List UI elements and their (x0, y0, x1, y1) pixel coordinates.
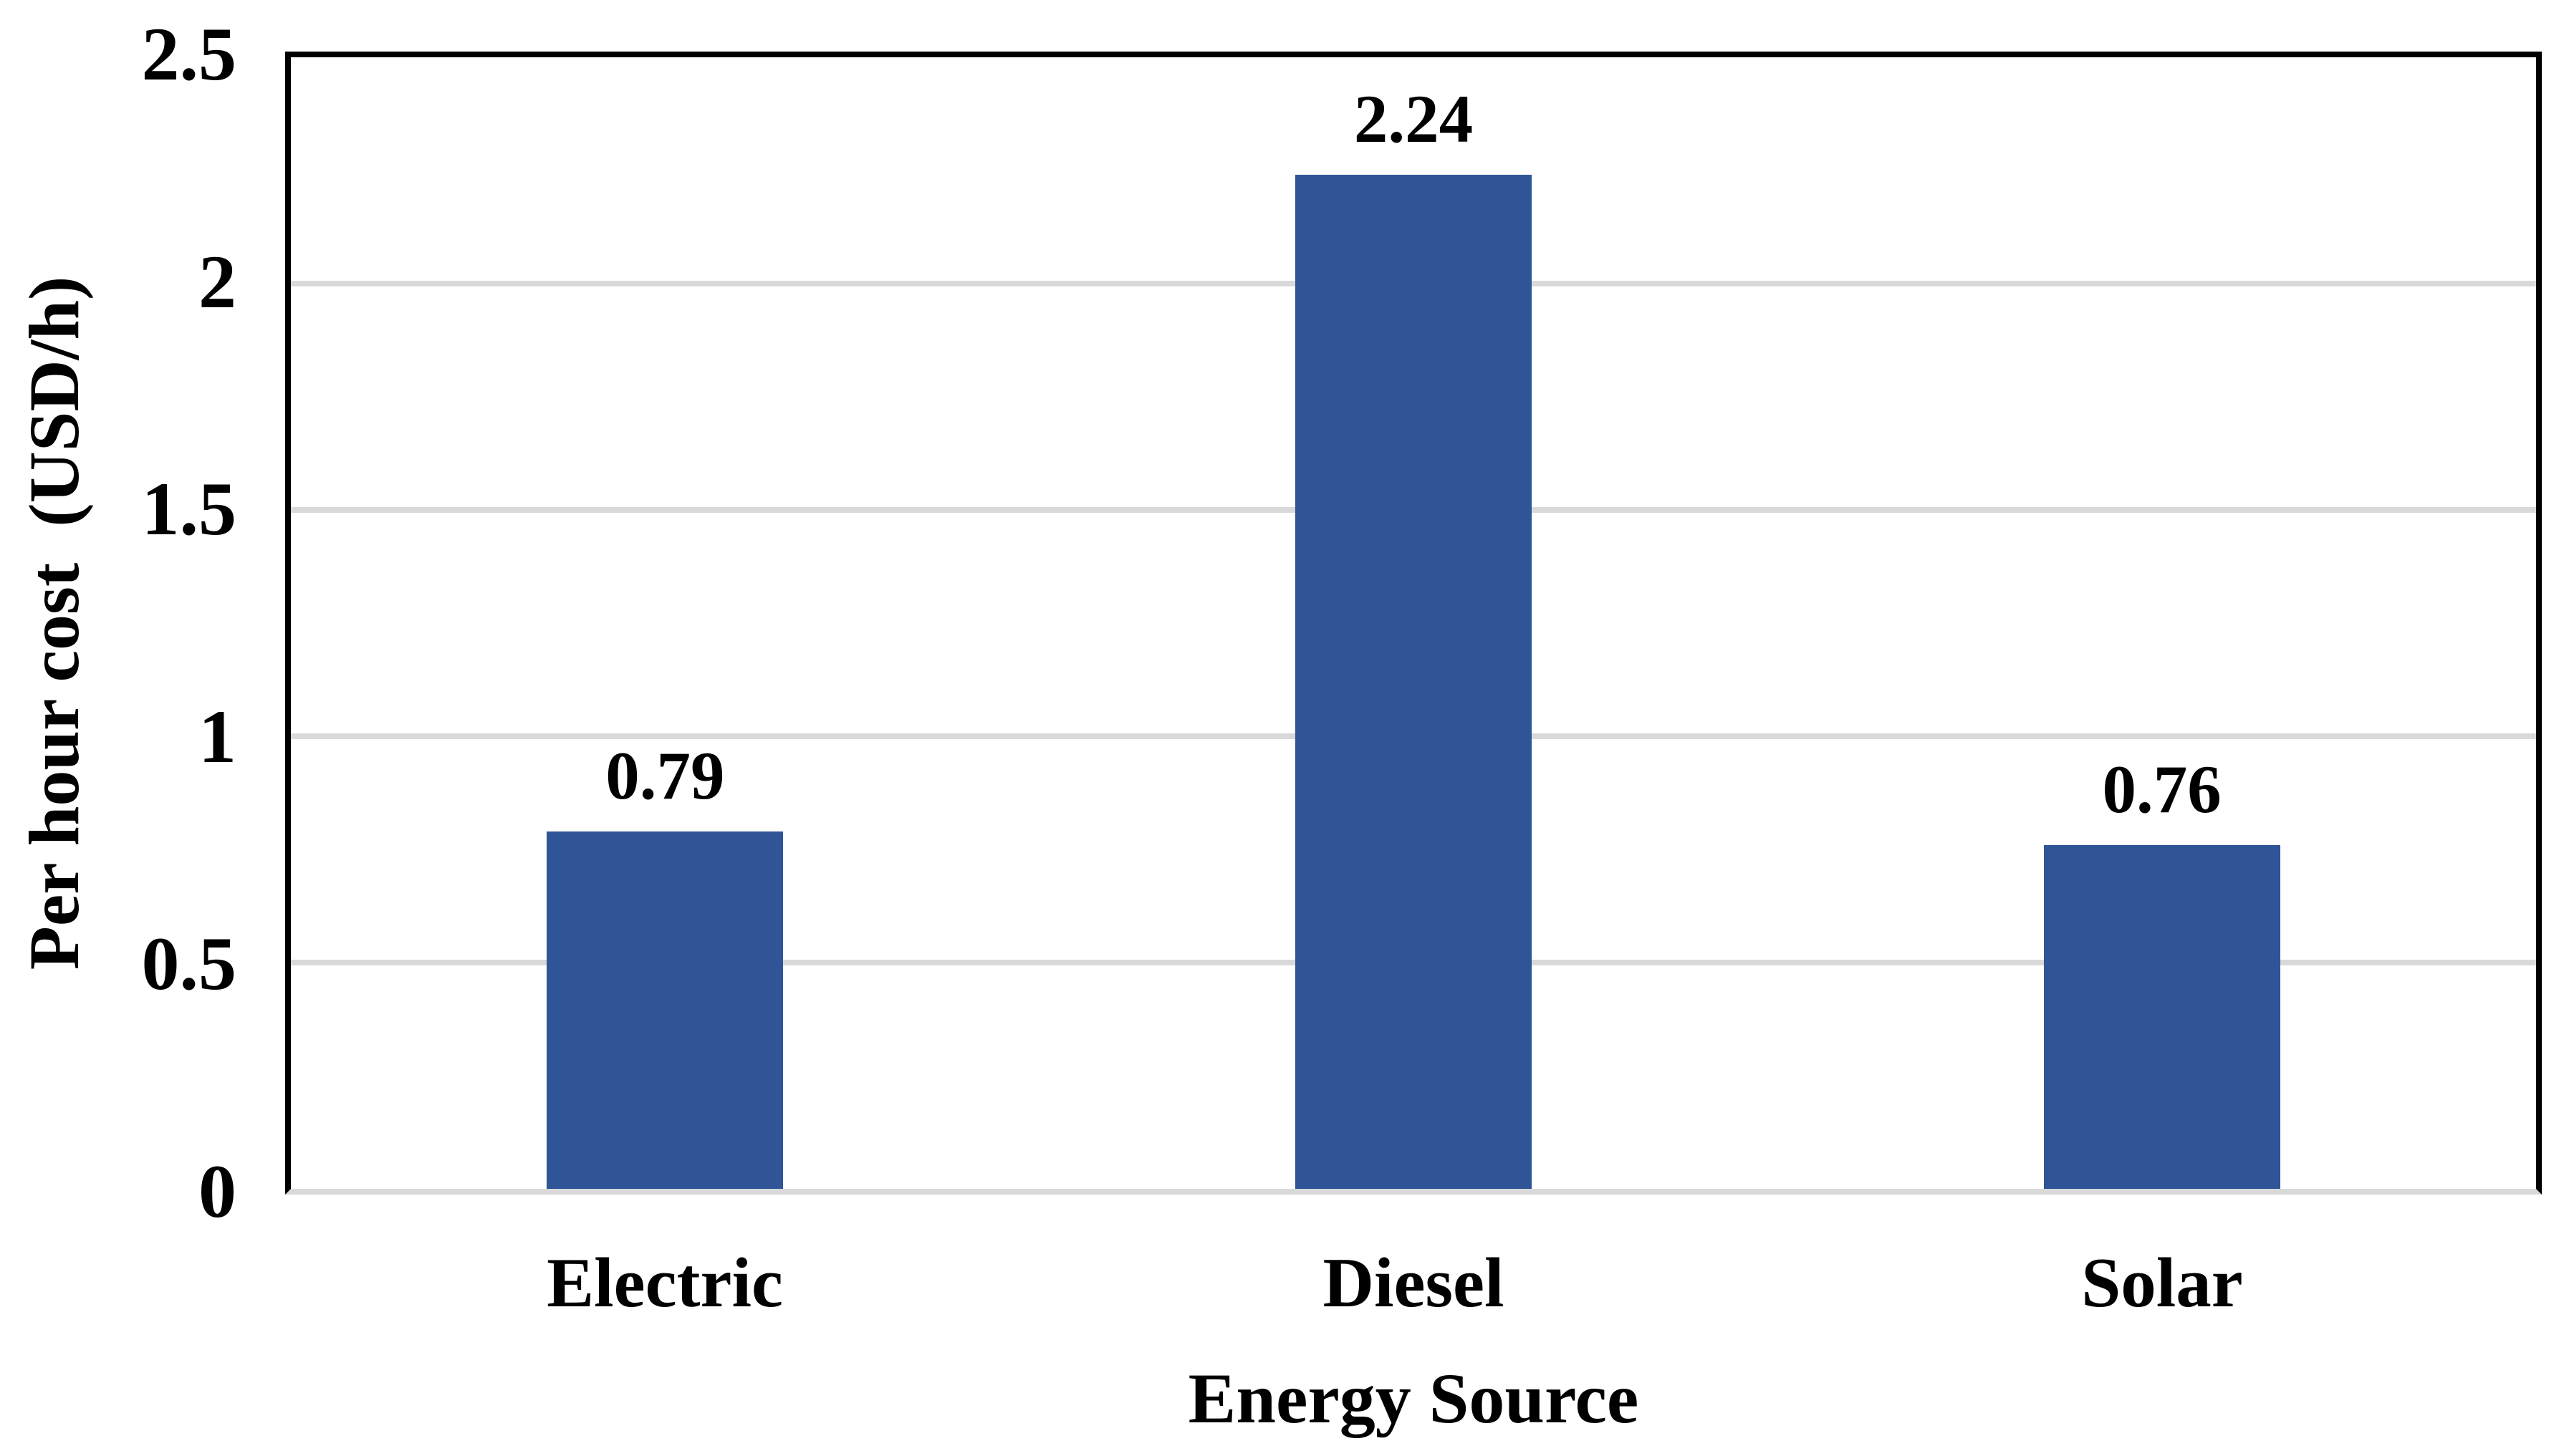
plot-area: 0.79 2.24 0.76 (285, 52, 2542, 1195)
y-tick-label-2.5: 2.5 (141, 12, 237, 96)
x-tick-label-diesel: Diesel (1322, 1244, 1504, 1322)
y-tick-label-0: 0 (198, 1149, 236, 1233)
x-tick-label-electric: Electric (547, 1244, 783, 1322)
y-tick-label-1.5: 1.5 (141, 467, 237, 551)
y-tick-label-0.5: 0.5 (141, 922, 237, 1006)
bar-diesel (1295, 175, 1532, 1189)
data-label-electric: 0.79 (605, 738, 725, 814)
category-slot-diesel: 2.24 (1039, 57, 1788, 1189)
bar-solar (2043, 845, 2280, 1189)
x-axis-title: Energy Source (1188, 1359, 1639, 1438)
bar-electric (547, 831, 784, 1189)
y-tick-label-1: 1 (198, 695, 236, 778)
y-axis-title: Per hour cost (USD/h) (14, 276, 94, 970)
data-label-diesel: 2.24 (1353, 81, 1474, 157)
category-slot-electric: 0.79 (291, 57, 1039, 1189)
category-slot-solar: 0.76 (1787, 57, 2536, 1189)
y-tick-label-2: 2 (198, 240, 236, 324)
data-label-solar: 0.76 (2102, 751, 2222, 827)
x-tick-label-solar: Solar (2081, 1244, 2243, 1322)
